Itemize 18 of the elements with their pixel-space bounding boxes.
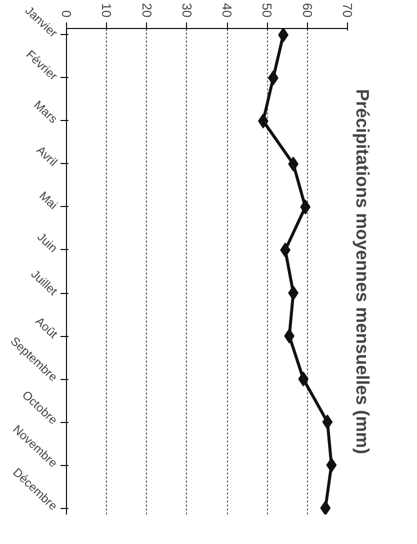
x-tick-label: 40	[220, 3, 235, 18]
x-tick-label: 0	[59, 10, 74, 18]
x-tick-label: 20	[139, 3, 154, 18]
point	[298, 372, 309, 387]
point	[278, 28, 288, 42]
y-tick-label: Mai	[36, 188, 60, 212]
point	[320, 500, 331, 514]
point	[322, 414, 333, 430]
x-tick-label: 60	[300, 3, 315, 18]
x-tick-label: 50	[260, 3, 275, 18]
text: Précipitations moyennes mensuelles (mm)	[352, 88, 372, 454]
x-tick-label: 30	[179, 3, 194, 18]
x-tick-label: 70	[340, 3, 355, 18]
y-tick-label: Avril	[34, 143, 60, 170]
point	[300, 199, 311, 214]
y-tick-label: Juin	[34, 230, 60, 256]
x-tick-label: 10	[99, 3, 114, 18]
point	[326, 458, 337, 473]
